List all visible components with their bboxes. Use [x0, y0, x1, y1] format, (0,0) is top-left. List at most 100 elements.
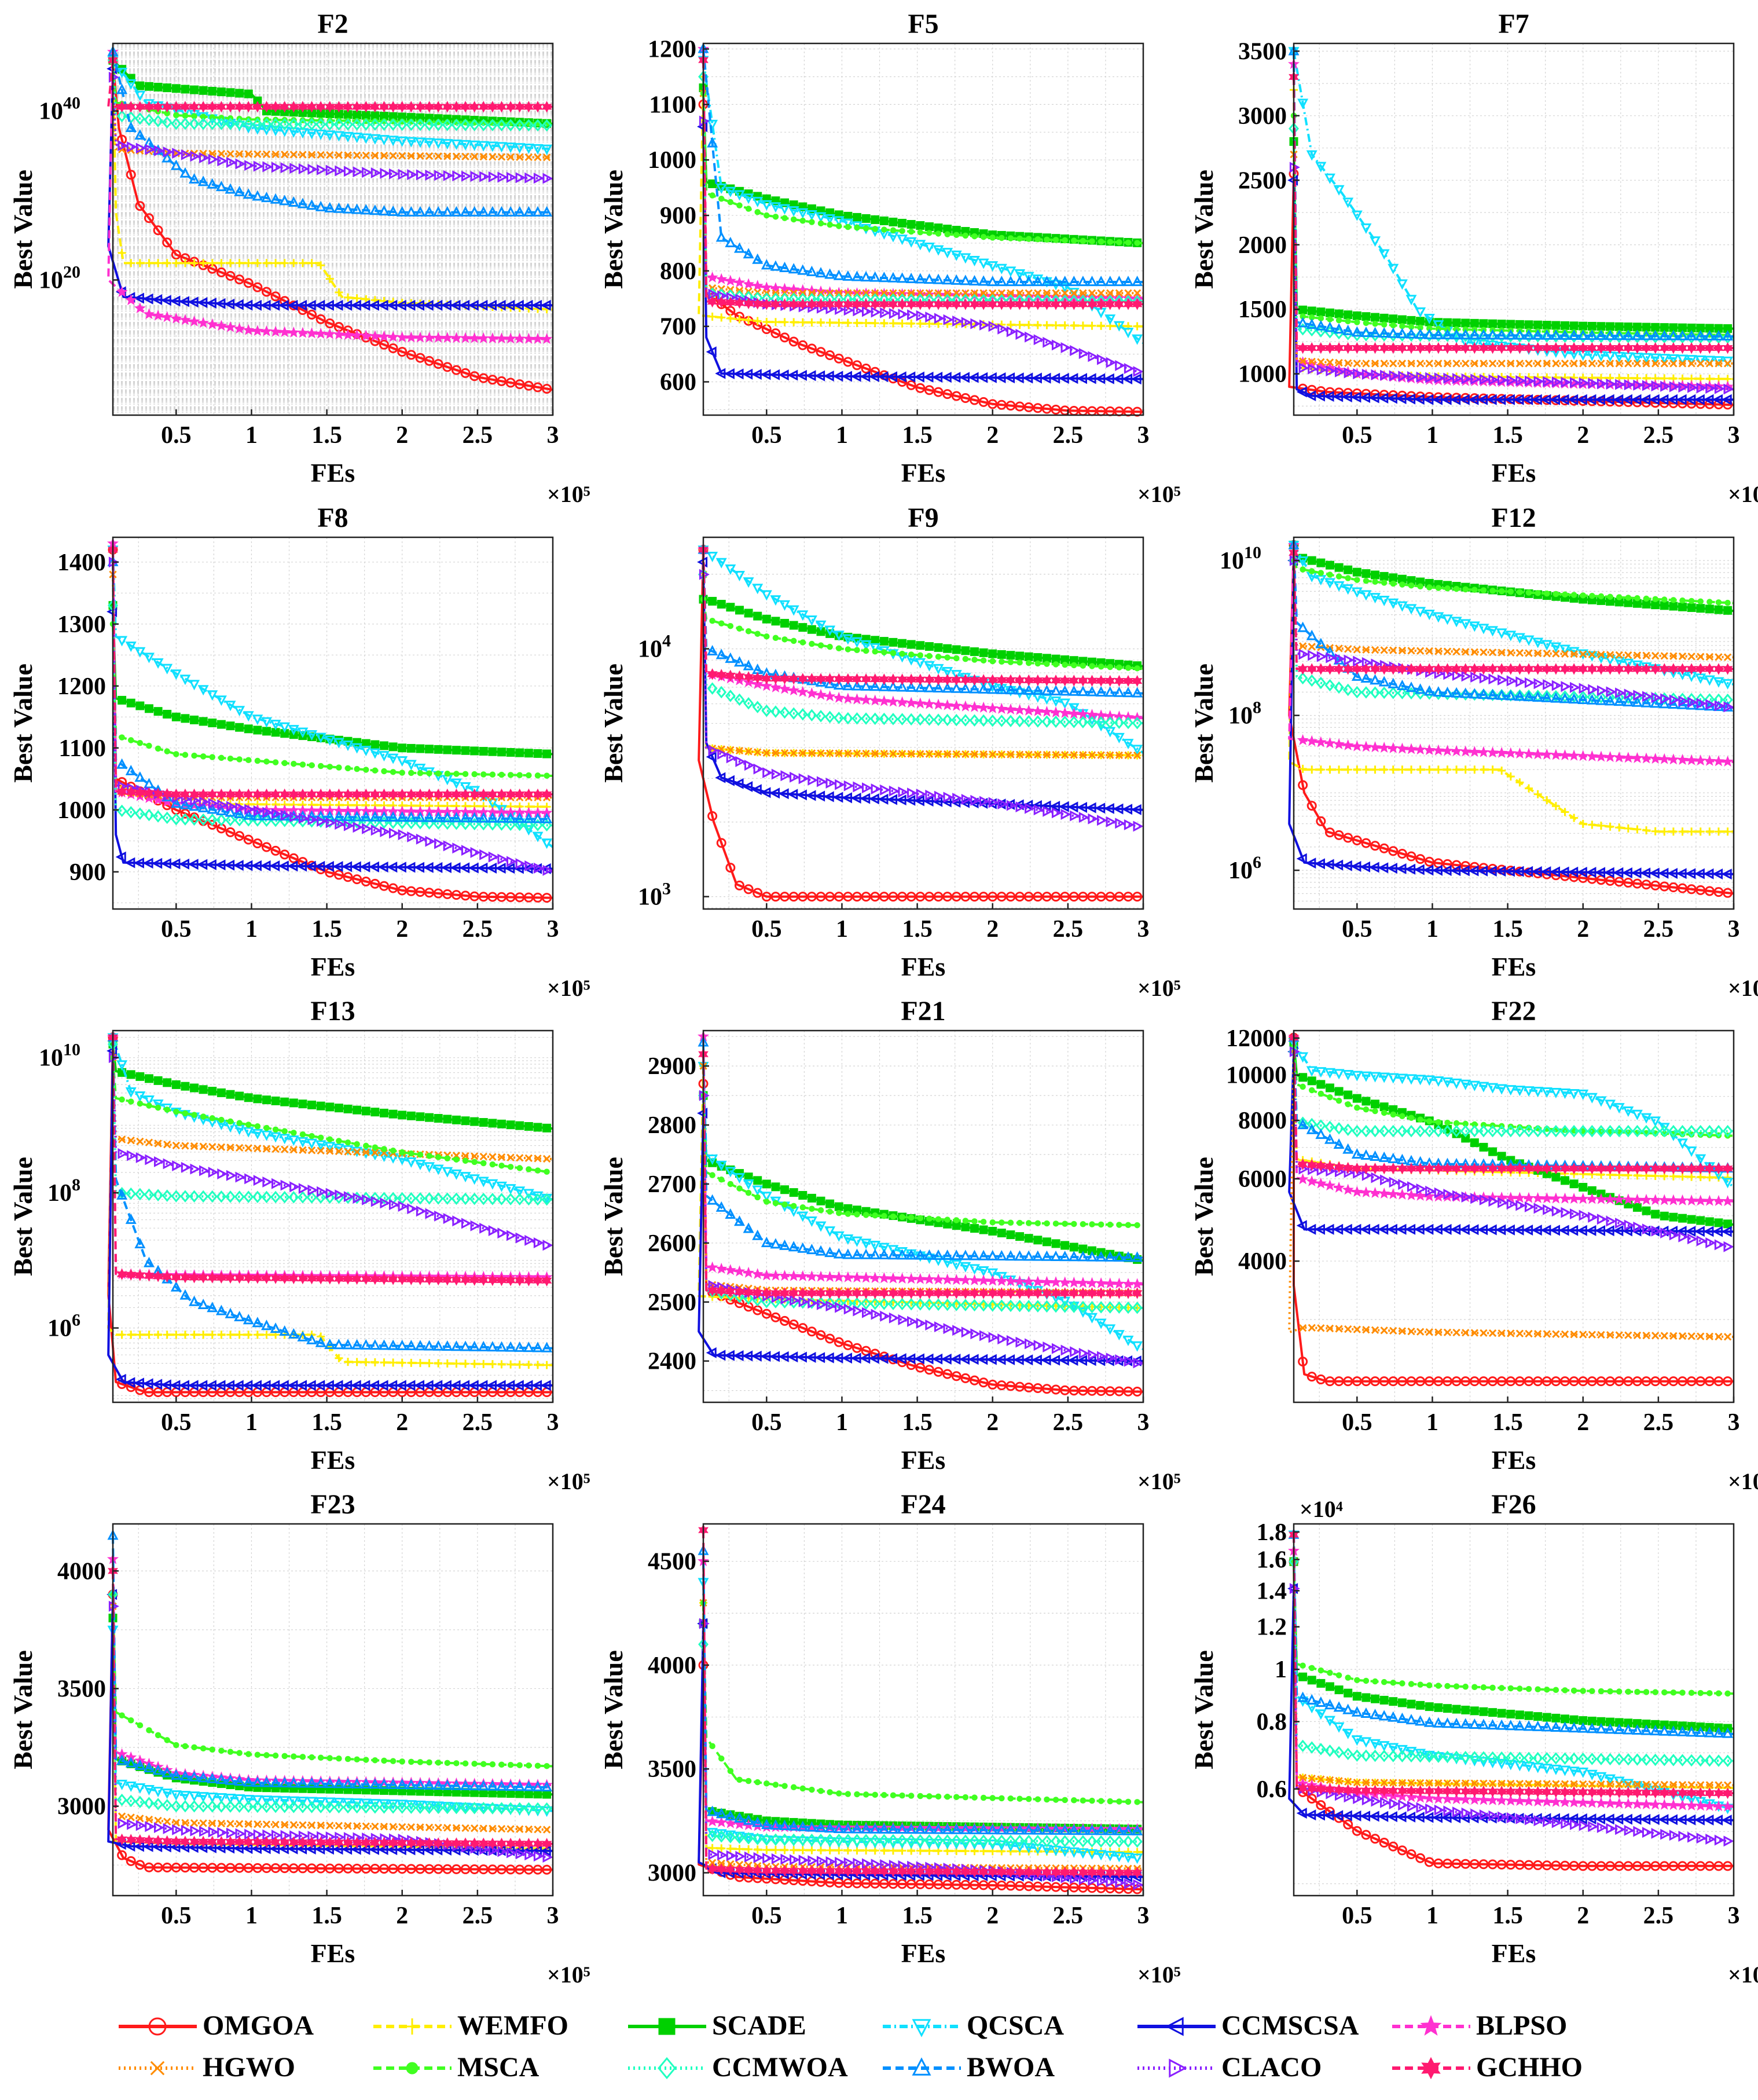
marker-triangle-right	[708, 288, 719, 300]
marker-square	[515, 748, 524, 757]
marker-triangle-up	[1023, 276, 1034, 287]
marker-dot	[363, 767, 369, 773]
marker-triangle-right	[163, 146, 174, 157]
marker-dot	[1134, 240, 1140, 246]
marker-plus	[753, 317, 762, 325]
x-tick-label: 0.5	[751, 916, 782, 943]
series-bwoa	[107, 45, 553, 217]
marker-diamond	[243, 118, 254, 130]
marker-x	[317, 151, 325, 159]
marker-square	[153, 82, 163, 91]
marker-plus	[1025, 321, 1033, 329]
marker-x	[497, 153, 506, 161]
marker-triangle-right	[280, 809, 291, 821]
marker-triangle-right	[425, 835, 436, 847]
marker-circle	[451, 365, 461, 375]
marker-square	[235, 723, 244, 732]
marker-x	[461, 152, 469, 160]
marker-x	[1543, 360, 1551, 368]
x-tick-label: 1	[1426, 916, 1438, 943]
marker-dot	[1381, 321, 1388, 328]
marker-square	[1443, 318, 1452, 327]
marker-dot	[218, 1116, 225, 1123]
marker-dot	[1044, 661, 1050, 667]
marker-square	[1361, 312, 1371, 321]
marker-dot	[1098, 663, 1104, 670]
marker-triangle-down	[815, 212, 827, 223]
marker-x	[271, 150, 280, 159]
marker-square	[406, 1111, 416, 1120]
marker-dot	[344, 1139, 351, 1146]
marker-square	[181, 85, 190, 94]
marker-dot	[245, 757, 252, 764]
marker-square	[316, 1101, 325, 1111]
marker-square	[1606, 322, 1615, 331]
marker-dot	[1098, 239, 1104, 245]
x-axis-label: FEs	[901, 458, 946, 488]
marker-dot	[326, 764, 333, 770]
marker-dot	[1480, 587, 1487, 593]
marker-triangle-down	[923, 242, 935, 254]
marker-x	[989, 289, 997, 297]
marker-dot	[1308, 314, 1315, 321]
marker-triangle-right	[1398, 371, 1409, 382]
marker-triangle-down	[460, 782, 471, 793]
marker-dot	[1435, 585, 1442, 591]
marker-dot	[372, 767, 379, 774]
marker-square	[1678, 602, 1687, 611]
marker-diamond	[144, 808, 155, 822]
marker-diamond	[505, 119, 516, 131]
marker-star	[751, 280, 764, 291]
marker-plus	[1133, 322, 1142, 331]
marker-square	[199, 717, 208, 726]
marker-triangle-right	[1633, 379, 1644, 391]
marker-triangle-right	[515, 858, 526, 870]
marker-x	[1443, 360, 1452, 368]
marker-dot	[200, 753, 207, 760]
marker-dot	[1580, 592, 1586, 599]
marker-triangle-right	[1425, 372, 1436, 383]
marker-square	[443, 745, 452, 754]
marker-triangle-up	[833, 269, 845, 280]
marker-diamond	[126, 806, 137, 819]
marker-plus	[762, 318, 771, 327]
marker-triangle-right	[524, 860, 535, 872]
marker-triangle-right	[1078, 348, 1089, 360]
x-tick-label: 2.5	[463, 422, 493, 449]
series-blpso	[107, 46, 553, 344]
marker-triangle-left	[1414, 394, 1425, 405]
marker-triangle-up	[351, 811, 363, 822]
marker-square	[961, 646, 970, 655]
marker-dot	[989, 234, 996, 241]
marker-triangle-right	[524, 172, 535, 184]
marker-square	[1488, 319, 1498, 328]
marker-triangle-left	[170, 295, 181, 307]
marker-triangle-down	[1113, 321, 1125, 332]
y-tick-label: 1000	[648, 147, 696, 174]
marker-dot	[790, 637, 797, 644]
marker-triangle-right	[244, 804, 255, 815]
x-tick-label: 2.5	[1643, 422, 1674, 449]
marker-dot	[281, 1128, 288, 1134]
marker-square	[1316, 307, 1326, 317]
x-multiplier: ×10⁵	[1137, 975, 1181, 1001]
marker-triangle-up	[414, 206, 426, 217]
marker-diamond	[496, 119, 507, 131]
marker-triangle-down	[1686, 355, 1697, 366]
marker-dot	[381, 1146, 387, 1152]
marker-x	[1133, 289, 1142, 297]
marker-x	[344, 151, 352, 159]
marker-circle	[996, 892, 1007, 902]
marker-dot	[480, 771, 487, 778]
marker-triangle-down	[1388, 263, 1399, 274]
marker-triangle-up	[369, 811, 381, 822]
marker-circle	[379, 881, 389, 891]
marker-dot	[727, 199, 734, 206]
marker-circle	[825, 350, 835, 361]
marker-star	[706, 271, 718, 283]
marker-diamond	[324, 118, 335, 131]
marker-triangle-up	[397, 206, 408, 217]
marker-circle	[388, 883, 398, 893]
marker-triangle-down	[1014, 269, 1026, 280]
